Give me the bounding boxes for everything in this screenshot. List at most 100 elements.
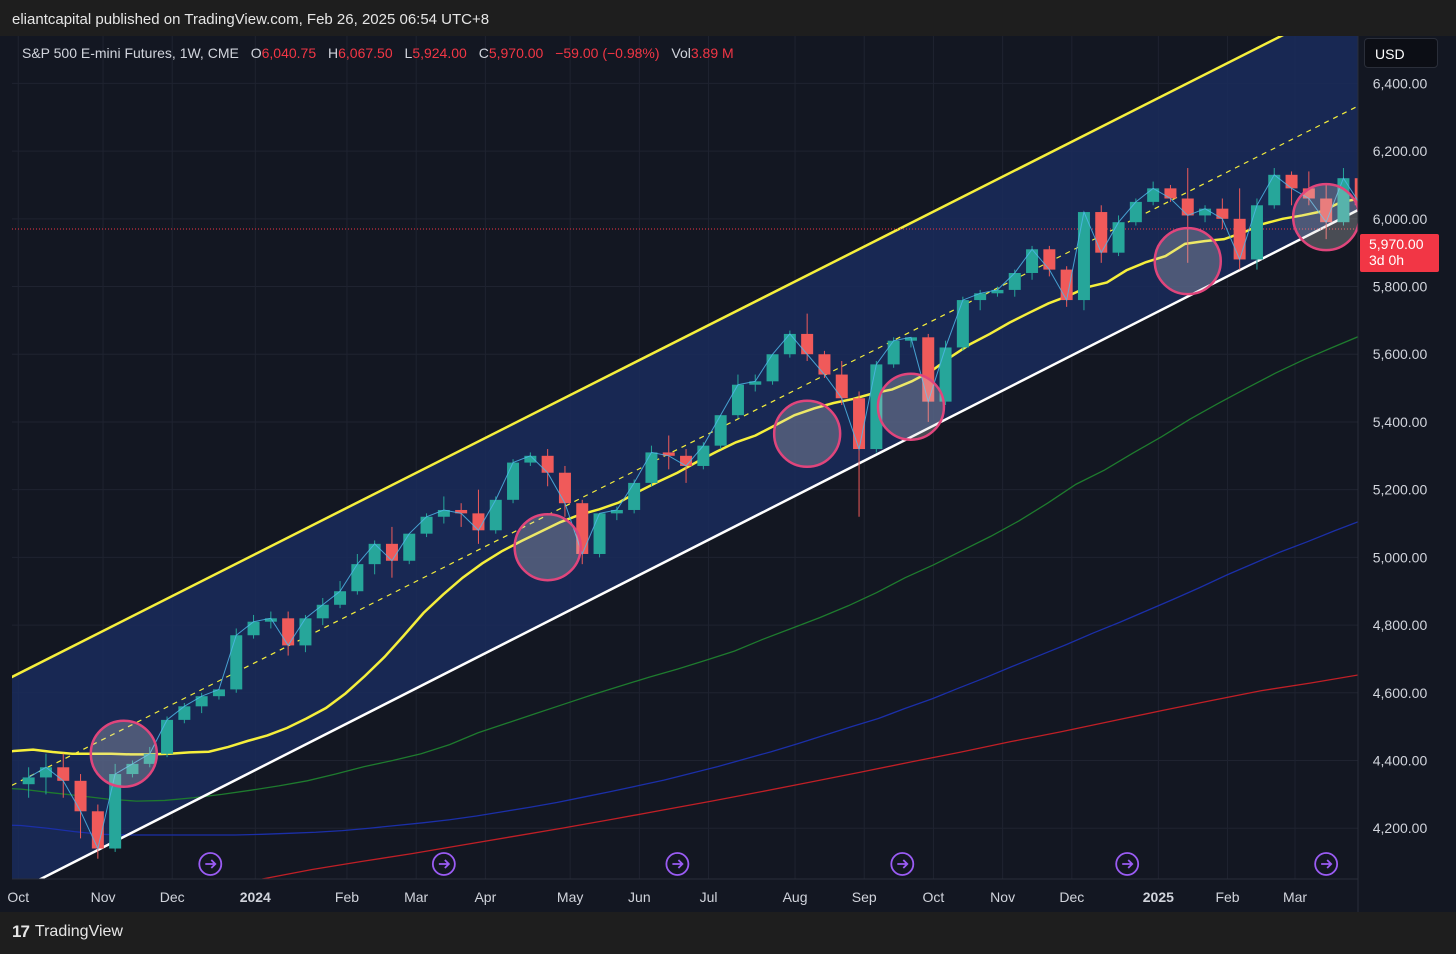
candle-up (22, 777, 35, 785)
candle-up (230, 635, 243, 690)
price-tick-label: 5,000.00 (1373, 549, 1428, 565)
candle-up (109, 774, 122, 849)
time-tick-label: Oct (7, 889, 29, 905)
event-marker-icon (198, 852, 223, 876)
open-label: O (250, 45, 262, 61)
channel-lower-line (37, 208, 1358, 879)
candle-up (956, 300, 969, 348)
candle-down (1181, 198, 1194, 216)
highlight-circle (1291, 182, 1358, 252)
ma-red-line (262, 674, 1358, 879)
candle-up (299, 618, 312, 646)
close-label: C (478, 45, 489, 61)
candle-up (783, 333, 796, 355)
candle-up (351, 564, 364, 592)
candle-up (610, 509, 623, 514)
candle-up (1026, 249, 1039, 273)
grid-lines (12, 36, 1358, 879)
highlight-circle (513, 512, 582, 582)
price-tick-label: 5,600.00 (1373, 346, 1428, 362)
candle-up (645, 452, 658, 483)
time-tick-label: Jun (628, 889, 651, 905)
candle-down (472, 513, 485, 531)
candle-down (1164, 188, 1177, 199)
candle-up (939, 347, 952, 402)
candle-up (212, 689, 225, 697)
time-axis[interactable]: Oct Nov Dec 2024 Feb Mar Apr May Jun Jul Aug Sep Oct… (7, 889, 1307, 905)
volume-label: Vol (671, 45, 691, 61)
time-tick-label: Dec (1059, 889, 1084, 905)
candle-up (870, 364, 883, 450)
ma-yellow-line (12, 197, 1358, 756)
time-tick-label: 2025 (1143, 889, 1174, 905)
candle-down (1233, 218, 1246, 260)
candle-down (558, 472, 571, 504)
time-tick-label: Nov (91, 889, 116, 905)
low-label: L (404, 45, 413, 61)
candle-down (541, 455, 554, 473)
symbol-name: S&P 500 E-mini Futures, 1W, CME (22, 45, 239, 61)
candle-up (195, 696, 208, 707)
close-trace-line (28, 174, 1358, 851)
price-tick-label: 4,600.00 (1373, 685, 1428, 701)
candle-up (1112, 222, 1125, 253)
high-value: 6,067.50 (338, 45, 393, 61)
time-tick-label: Jul (700, 889, 718, 905)
candle-up (247, 621, 260, 636)
candle-up (766, 354, 779, 382)
candle-up (524, 455, 537, 463)
time-tick-label: Mar (404, 889, 428, 905)
candle-up (749, 381, 762, 385)
time-tick-label: Feb (1215, 889, 1239, 905)
candle-up (161, 719, 174, 754)
price-tick-label: 5,200.00 (1373, 482, 1428, 498)
candle-up (178, 706, 191, 720)
event-marker-icon (665, 852, 690, 876)
brand-name: TradingView (34, 923, 123, 940)
low-value: 5,924.00 (412, 45, 467, 61)
candle-down (1060, 269, 1073, 301)
time-tick-label: Feb (335, 889, 359, 905)
candle-down (91, 811, 104, 849)
candle-down (1320, 198, 1333, 223)
candle-down (1354, 178, 1358, 206)
publisher-info: eliantcapital published on TradingView.c… (12, 11, 490, 28)
candle-up (628, 482, 641, 510)
time-tick-label: Sep (852, 889, 877, 905)
candle-down (680, 455, 693, 466)
candle-up (1250, 205, 1263, 260)
candle-up (316, 604, 329, 619)
change-value: −59.00 (−0.98%) (555, 45, 660, 61)
candle-up (437, 509, 450, 517)
candle-down (1095, 212, 1108, 253)
candle-up (731, 384, 744, 416)
candle-up (507, 462, 520, 500)
price-axis[interactable]: 6,400.00 6,200.00 6,000.00 5,800.00 5,600.00… (1373, 75, 1428, 836)
candle-down (835, 374, 848, 399)
event-marker-icon (1115, 852, 1140, 876)
candle-up (489, 499, 502, 531)
time-tick-label: Apr (474, 889, 496, 905)
candle-up (368, 543, 381, 565)
open-value: 6,040.75 (261, 45, 317, 61)
candle-down (1043, 249, 1056, 270)
currency-button[interactable]: USD (1364, 38, 1438, 68)
highlight-circle (876, 372, 946, 441)
event-marker-icon (1314, 852, 1339, 876)
channel-fill (12, 36, 1358, 879)
event-markers (198, 852, 1358, 876)
candle-up (697, 445, 710, 466)
last-price-label: 5,970.00 3d 0h (1360, 234, 1439, 272)
candle-up (143, 753, 156, 764)
time-tick-label: Nov (990, 889, 1015, 905)
candle-up (126, 763, 139, 775)
price-tick-label: 6,400.00 (1373, 75, 1428, 91)
time-tick-label: Oct (923, 889, 945, 905)
candle-up (974, 293, 987, 301)
price-tick-label: 6,200.00 (1373, 143, 1428, 159)
price-tick-label: 5,400.00 (1373, 414, 1428, 430)
candle-down (853, 398, 866, 450)
candle-up (264, 618, 277, 622)
ma-green-line (12, 336, 1358, 802)
